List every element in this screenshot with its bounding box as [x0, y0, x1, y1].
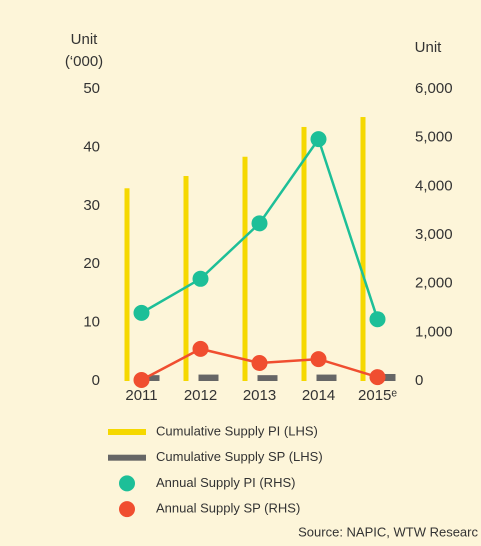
point [370, 369, 386, 385]
y2-tick-label: 0 [415, 372, 423, 389]
source: Source: NAPIC, WTW Researc [298, 524, 478, 539]
point [311, 351, 327, 367]
y-tick-label: 50 [83, 80, 100, 97]
bar [184, 176, 189, 381]
x-tick-label: 2015ᵉ [358, 387, 397, 404]
point [134, 305, 150, 321]
y2-tick-label: 5,000 [415, 129, 453, 146]
y2-tick-label: 2,000 [415, 275, 453, 292]
y2-tick-label: 6,000 [415, 80, 453, 97]
y-tick-label: 0 [92, 372, 100, 389]
x-tick-label: 2011 [125, 387, 157, 404]
point [311, 131, 327, 147]
bar [302, 127, 307, 381]
legend-swatch [119, 501, 135, 517]
y-tick-label: 30 [83, 197, 100, 214]
legend-label: Cumulative Supply PI (LHS) [156, 423, 318, 438]
x-tick-label: 2013 [243, 387, 276, 404]
point [134, 372, 150, 388]
bar [258, 375, 278, 381]
bar [361, 117, 366, 381]
y-label: Unit [71, 31, 99, 48]
y-tick-label: 10 [83, 314, 100, 331]
point [193, 341, 209, 357]
legend-swatch [108, 429, 146, 435]
y2-label: Unit [415, 39, 443, 56]
bar [125, 188, 130, 381]
y-label: (‘000) [65, 53, 103, 70]
y-tick-label: 40 [83, 138, 100, 155]
legend-label: Annual Supply PI (RHS) [156, 475, 295, 490]
legend-label: Cumulative Supply SP (LHS) [156, 449, 323, 464]
legend-label: Annual Supply SP (RHS) [156, 501, 300, 516]
point [252, 215, 268, 231]
bar [317, 375, 337, 381]
legend-swatch [119, 475, 135, 491]
point [370, 311, 386, 327]
chart: Unit (‘000) Unit Source: NAPIC, WTW Rese… [0, 0, 481, 546]
bar [199, 375, 219, 381]
point [193, 271, 209, 287]
point [252, 355, 268, 371]
y2-tick-label: 4,000 [415, 177, 453, 194]
y2-tick-label: 3,000 [415, 226, 453, 243]
legend-swatch [108, 455, 146, 461]
y2-tick-label: 1,000 [415, 323, 453, 340]
y-tick-label: 20 [83, 255, 100, 272]
x-tick-label: 2014 [302, 387, 335, 404]
bar [243, 157, 248, 381]
x-tick-label: 2012 [184, 387, 217, 404]
